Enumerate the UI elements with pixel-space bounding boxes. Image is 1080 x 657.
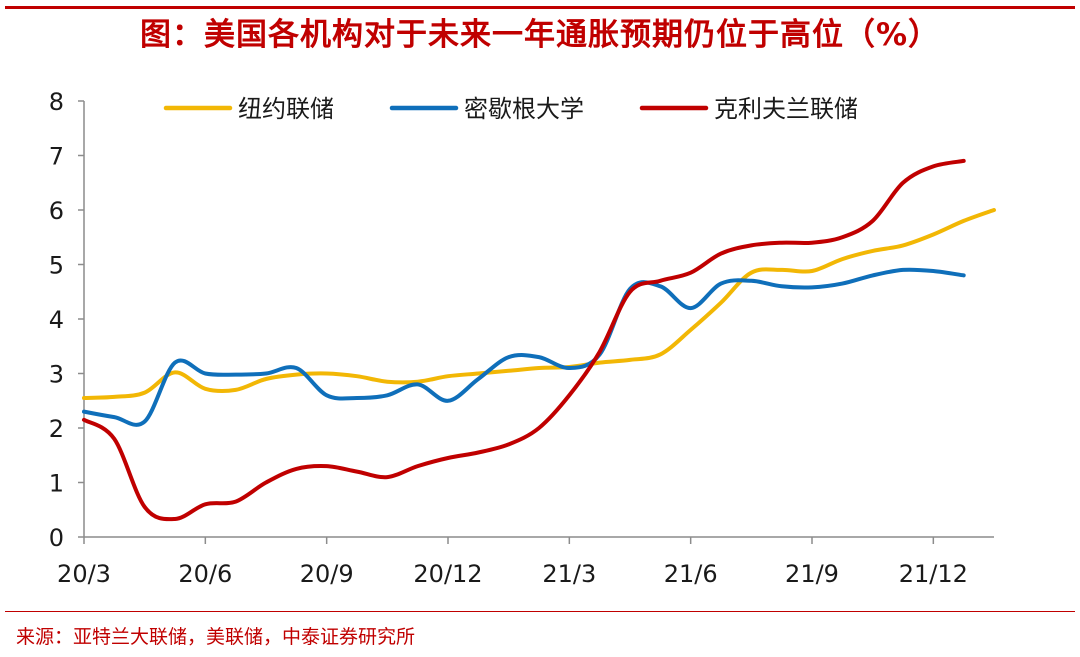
source-note: 来源：亚特兰大联储，美联储，中泰证券研究所 xyxy=(16,626,416,648)
y-tick-label: 4 xyxy=(49,306,64,334)
x-tick-label: 21/6 xyxy=(664,560,718,588)
series-line-michigan xyxy=(82,267,966,427)
y-tick-label: 5 xyxy=(49,252,64,280)
x-tick-label: 20/6 xyxy=(178,560,232,588)
legend-entry-cleveland-fed-label: 克利夫兰联储 xyxy=(714,95,858,123)
y-tick-label: 8 xyxy=(49,88,64,116)
series-line-cleveland-fed xyxy=(82,158,966,522)
x-tick-label: 21/12 xyxy=(899,560,968,588)
top-border-line xyxy=(5,6,1075,9)
y-tick-label: 7 xyxy=(49,143,64,171)
y-tick-label: 2 xyxy=(49,415,64,443)
footer-border-line xyxy=(5,611,1075,612)
y-tick-label: 0 xyxy=(49,524,64,552)
y-tick-label: 1 xyxy=(49,470,64,498)
x-tick-label: 20/3 xyxy=(57,560,111,588)
y-tick-label: 3 xyxy=(49,361,64,389)
legend-entry-ny-fed-label: 纽约联储 xyxy=(238,95,334,123)
legend-entry-michigan-label: 密歇根大学 xyxy=(464,95,584,123)
line-chart: 0 1 2 3 4 5 6 7 8 20/3 20/6 20/9 20/12 21/3 21/6 21/9 21… xyxy=(49,88,996,588)
x-tick-label: 21/9 xyxy=(785,560,839,588)
x-tick-label: 20/12 xyxy=(413,560,482,588)
x-tick-label: 20/9 xyxy=(300,560,354,588)
x-tick-label: 21/3 xyxy=(542,560,596,588)
chart-title: 图：美国各机构对于未来一年通胀预期仍位于高位（%） xyxy=(139,17,941,53)
y-tick-label: 6 xyxy=(49,197,64,225)
series-line-ny-fed xyxy=(82,208,996,400)
